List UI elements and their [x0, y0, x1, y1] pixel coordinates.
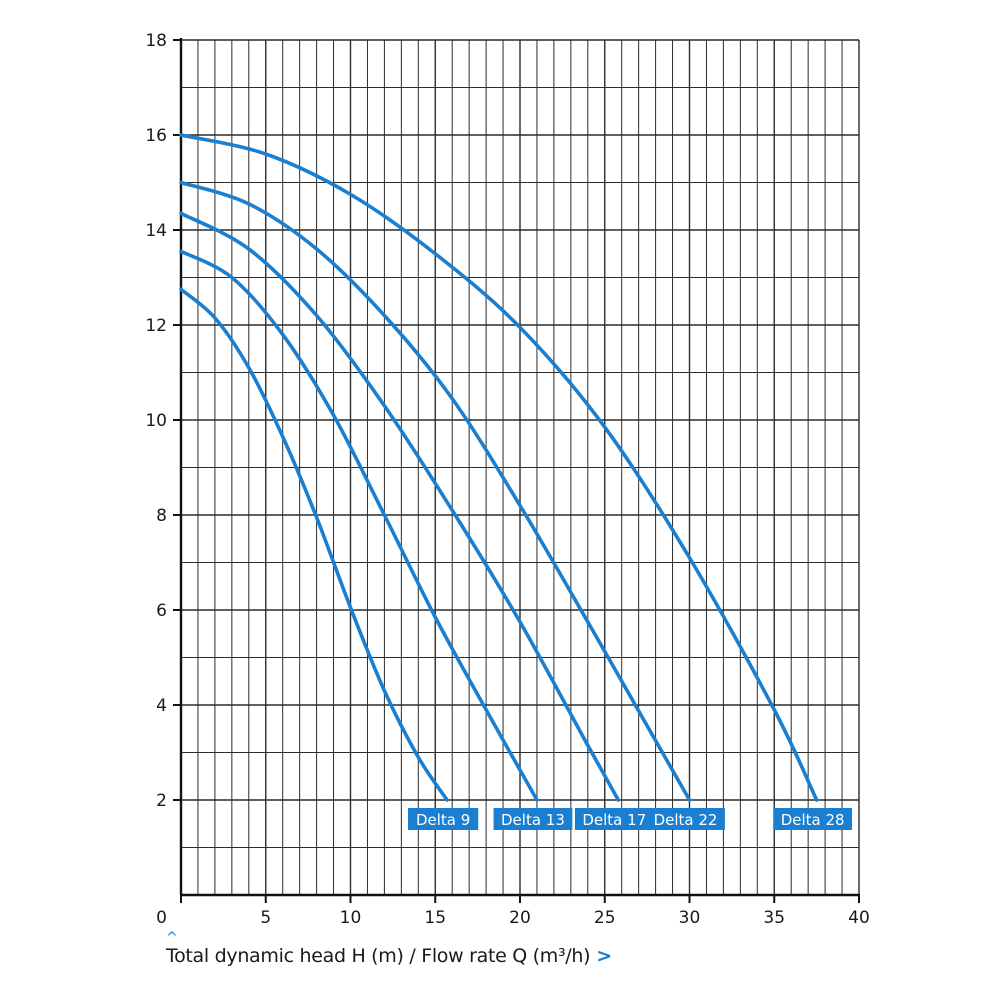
y-tick-label: 8 — [156, 506, 167, 526]
y-tick-label: 4 — [156, 696, 167, 716]
x-tick-label: 5 — [260, 908, 271, 928]
series-line-delta-13 — [179, 249, 539, 802]
series-label-box — [646, 808, 725, 830]
x-tick-label: 40 — [848, 908, 870, 928]
y-tick-label: 18 — [145, 31, 167, 51]
series-line-delta-22 — [179, 180, 692, 802]
y-tick-label: 12 — [145, 316, 167, 336]
y-tick-label: 16 — [145, 126, 167, 146]
x-tick-label: 10 — [340, 908, 362, 928]
series-line-delta-28 — [179, 133, 819, 802]
y-tick-label: 6 — [156, 601, 167, 621]
series-line-delta-17 — [179, 211, 621, 802]
x-axis-title: Total dynamic head H (m) / Flow rate Q (… — [166, 945, 612, 967]
y-tick-label: 2 — [156, 791, 167, 811]
series-label-box — [773, 808, 853, 830]
series-label-box — [574, 808, 654, 830]
chevron-right-icon[interactable]: > — [596, 945, 612, 967]
series-label: Delta 13 — [501, 811, 565, 829]
series-label-box — [493, 808, 573, 830]
y-tick-label: 10 — [145, 411, 167, 431]
y-tick-label: 14 — [145, 221, 167, 241]
series-line-delta-9 — [179, 287, 449, 802]
x-tick-label: 20 — [509, 908, 531, 928]
series-label: Delta 28 — [781, 811, 845, 829]
x-tick-label: 0 — [156, 908, 167, 928]
series-label: Delta 22 — [654, 811, 718, 829]
series-label-box — [408, 808, 479, 830]
x-axis-title-text: Total dynamic head H (m) / Flow rate Q (… — [166, 945, 591, 967]
x-tick-label: 35 — [763, 908, 785, 928]
x-tick-label: 30 — [679, 908, 701, 928]
series-label: Delta 9 — [416, 811, 470, 829]
x-tick-label: 25 — [594, 908, 616, 928]
series-label: Delta 17 — [582, 811, 646, 829]
caret-up-icon: ^ — [166, 930, 178, 946]
x-tick-label: 15 — [424, 908, 446, 928]
